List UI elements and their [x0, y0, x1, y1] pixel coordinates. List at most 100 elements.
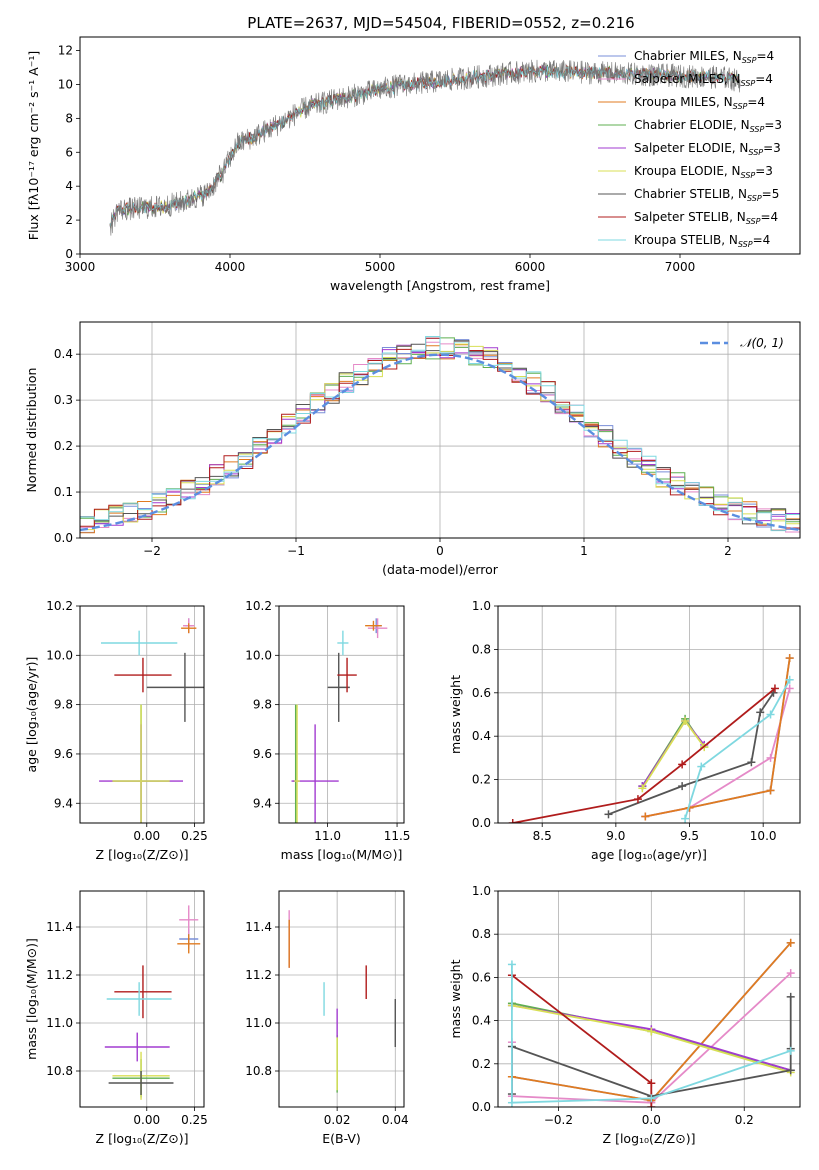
- y-tick-label: 1.0: [472, 884, 491, 898]
- x-tick-label: 0.25: [181, 829, 208, 843]
- y-tick-label: 0.4: [472, 729, 491, 743]
- panel-mass-vs-Z: 0.00 0.25 10.8 11.0 11.2 11.4 Z [log₁₀(Z/Z⊙)] m…: [24, 890, 208, 1146]
- legend: 𝒩(0, 1): [700, 336, 784, 350]
- plot-area: [99, 618, 204, 823]
- y-tick-label: 0.8: [472, 927, 491, 941]
- y-tick-label: 10.2: [245, 599, 272, 613]
- x-tick-label: 10.0: [750, 829, 777, 843]
- y-tick-label: 0.2: [54, 439, 73, 453]
- y-axis-label: mass weight: [448, 675, 463, 754]
- y-tick-label: 0: [65, 247, 73, 261]
- y-tick-label: 10.0: [245, 648, 272, 662]
- x-tick-label: 8.5: [533, 829, 552, 843]
- x-axis-label: age [log₁₀(age/yr)]: [591, 847, 707, 862]
- axes-frame: [497, 890, 801, 1108]
- weight-series-line: [645, 688, 791, 818]
- plot-area: [80, 336, 800, 538]
- y-tick-label: 1.0: [472, 599, 491, 613]
- x-tick-label: 0.25: [181, 1113, 208, 1127]
- panel-weight-vs-age: 8.5 9.0 9.5 10.0 0.0 0.2 0.4 0.6 0.8 1.0 age [log₁…: [448, 599, 801, 862]
- axes-frame: [497, 605, 801, 824]
- x-tick-label: −2: [143, 544, 161, 558]
- figure-title: PLATE=2637, MJD=54504, FIBERID=0552, z=0…: [247, 14, 634, 32]
- y-tick-label: 0.8: [472, 642, 491, 656]
- plot-area: [508, 654, 794, 823]
- x-tick-label: 5000: [365, 260, 396, 274]
- y-tick-label: 0.0: [472, 816, 491, 830]
- x-tick-label: 9.5: [680, 829, 699, 843]
- x-axis-label: mass [log₁₀(M/M⊙)]: [281, 847, 403, 862]
- axes-frame: [79, 890, 205, 1108]
- y-tick-label: 9.8: [54, 698, 73, 712]
- x-axis-label: E(B-V): [322, 1131, 361, 1146]
- x-tick-label: 0.00: [133, 1113, 160, 1127]
- y-tick-label: 11.2: [245, 968, 272, 982]
- legend-label: Salpeter MILES, NSSP=4: [634, 72, 773, 88]
- plot-area: [104, 905, 201, 1100]
- panel-age-vs-Z: 0.00 0.25 9.4 9.6 9.8 10.0 10.2 Z [log₁₀(Z/Z⊙)]…: [24, 599, 208, 862]
- axes-frame: [79, 605, 205, 824]
- legend: Chabrier MILES, NSSP=4 Salpeter MILES, NS…: [598, 49, 782, 249]
- panel-spectrum: 3000 4000 5000 6000 7000 0 2 4 6 8 10 12 wavelength …: [26, 36, 801, 293]
- y-tick-label: 0.4: [54, 347, 73, 361]
- weight-series-line: [510, 964, 791, 1104]
- y-tick-label: 9.4: [54, 796, 73, 810]
- legend-label: Chabrier STELIB, NSSP=5: [634, 187, 779, 203]
- plot-area: [507, 938, 795, 1107]
- x-tick-label: 3000: [65, 260, 96, 274]
- x-tick-label: 0: [436, 544, 444, 558]
- y-tick-label: 10: [58, 77, 73, 91]
- panel-residuals: −2 −1 0 1 2 0.0 0.1 0.2 0.3 0.4 (data-model)/error…: [24, 321, 801, 577]
- y-tick-label: 0.6: [472, 970, 491, 984]
- weight-series-line: [684, 679, 791, 819]
- x-tick-label: 2: [724, 544, 732, 558]
- x-tick-label: 0.04: [382, 1113, 409, 1127]
- x-tick-label: 0.00: [133, 829, 160, 843]
- panel-age-vs-mass: 11.0 11.5 9.4 9.6 9.8 10.0 10.2 mass [log₁₀(M/M…: [245, 599, 410, 862]
- y-tick-label: 10.2: [46, 599, 73, 613]
- weight-series-line: [645, 657, 791, 818]
- y-tick-label: 0.4: [472, 1014, 491, 1028]
- y-axis-label: Normed distribution: [24, 368, 39, 493]
- x-tick-label: −1: [287, 544, 305, 558]
- x-axis-label: Z [log₁₀(Z/Z⊙)]: [96, 1131, 189, 1146]
- plot-area: [288, 910, 396, 1093]
- x-tick-label: 0.02: [324, 1113, 351, 1127]
- legend-label: Chabrier MILES, NSSP=4: [634, 49, 774, 65]
- x-tick-label: 0.0: [642, 1113, 661, 1127]
- x-tick-label: 0.2: [735, 1113, 754, 1127]
- y-tick-label: 9.6: [54, 747, 73, 761]
- y-tick-label: 2: [65, 213, 73, 227]
- observed-spectrum: [109, 59, 741, 236]
- y-tick-label: 6: [65, 145, 73, 159]
- weight-series-line: [512, 687, 776, 823]
- y-tick-label: 12: [58, 44, 73, 58]
- x-axis-label: (data-model)/error: [382, 562, 499, 577]
- y-tick-label: 9.4: [253, 796, 272, 810]
- y-tick-label: 0.1: [54, 485, 73, 499]
- y-axis-label: mass weight: [448, 959, 463, 1038]
- x-tick-label: 9.0: [606, 829, 625, 843]
- legend-label: Kroupa MILES, NSSP=4: [634, 95, 765, 111]
- legend-label: 𝒩(0, 1): [740, 336, 784, 350]
- y-tick-label: 11.4: [245, 920, 272, 934]
- y-tick-label: 0.2: [472, 1057, 491, 1071]
- axes-frame: [278, 890, 405, 1108]
- weight-series-line: [511, 974, 653, 1107]
- plot-area: [291, 618, 388, 823]
- x-tick-label: −0.2: [544, 1113, 573, 1127]
- y-tick-label: 4: [65, 179, 73, 193]
- y-tick-label: 9.8: [253, 698, 272, 712]
- y-tick-label: 11.2: [46, 968, 73, 982]
- y-tick-label: 9.6: [253, 747, 272, 761]
- x-axis-label: wavelength [Angstrom, rest frame]: [330, 278, 550, 293]
- x-tick-label: 7000: [665, 260, 696, 274]
- plot-area: [109, 59, 741, 236]
- y-axis-label: age [log₁₀(age/yr)]: [24, 657, 39, 773]
- y-tick-label: 8: [65, 111, 73, 125]
- legend-label: Chabrier ELODIE, NSSP=3: [634, 118, 782, 134]
- legend-label: Kroupa ELODIE, NSSP=3: [634, 164, 773, 180]
- y-tick-label: 11.4: [46, 920, 73, 934]
- x-tick-label: 11.5: [384, 829, 411, 843]
